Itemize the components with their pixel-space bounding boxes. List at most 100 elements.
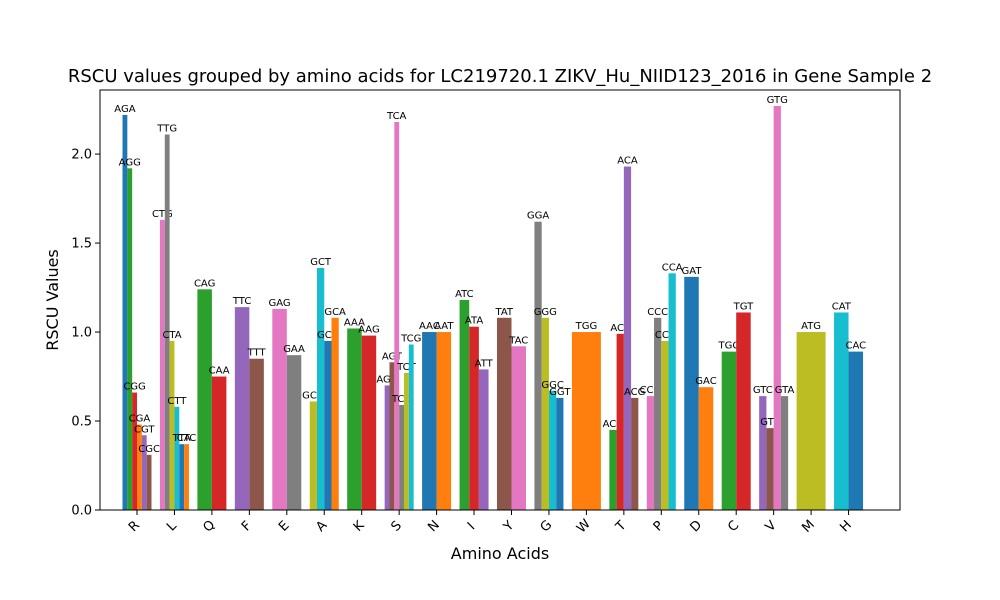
- bar-GGC: [548, 390, 557, 510]
- bar-ACC: [609, 429, 617, 510]
- bar-label-AAA: AAA: [344, 317, 365, 328]
- bar-label-GAC: GAC: [695, 376, 716, 387]
- bar-label-ATC: ATC: [455, 289, 474, 300]
- x-tick-label: L: [164, 518, 180, 534]
- bar-label-ATA: ATA: [465, 316, 483, 327]
- bar-label-GCA: GCA: [324, 307, 346, 318]
- bar-label-CCT: CCT: [655, 330, 676, 341]
- bar-ACA: [623, 166, 632, 510]
- bar-GAC: [698, 387, 714, 510]
- chart-title: RSCU values grouped by amino acids for L…: [68, 66, 932, 87]
- y-tick-label: 1.0: [71, 326, 92, 341]
- bar-CGA: [137, 424, 142, 510]
- bar-CGC: [146, 454, 152, 510]
- bar-TGG: [571, 332, 601, 510]
- x-tick-label: K: [351, 518, 368, 535]
- bar-GAA: [286, 355, 302, 510]
- bar-label-TCC: TCC: [391, 394, 412, 405]
- bar-label-TAT: TAT: [494, 307, 513, 318]
- y-tick-label: 2.0: [71, 148, 92, 163]
- bar-label-GTA: GTA: [775, 385, 795, 396]
- bar-label-CCC: CCC: [647, 307, 668, 318]
- bar-GCA: [331, 317, 339, 510]
- bar-label-GGT: GGT: [549, 387, 571, 398]
- bar-label-AAT: AAT: [434, 321, 454, 332]
- bar-label-ACT: ACT: [610, 323, 631, 334]
- bar-GGT: [556, 397, 564, 510]
- bar-TTT: [249, 358, 264, 510]
- bar-ACG: [631, 397, 639, 510]
- bar-GCT: [317, 267, 325, 510]
- bar-label-GTC: GTC: [753, 385, 773, 396]
- bar-AGG: [127, 168, 133, 510]
- bar-AGC: [384, 385, 390, 510]
- bar-label-ATT: ATT: [475, 358, 494, 369]
- bar-label-ACC: ACC: [603, 419, 624, 430]
- y-tick-label: 0.5: [71, 415, 92, 430]
- bar-GCC: [324, 340, 332, 510]
- bar-label-AAC: AAC: [419, 321, 440, 332]
- bar-label-GGG: GGG: [534, 307, 557, 318]
- bar-CTG: [159, 219, 165, 510]
- bar-label-GTT: GTT: [760, 417, 780, 428]
- bar-GGG: [541, 317, 549, 510]
- x-tick-label: I: [465, 520, 478, 533]
- bar-GCG: [309, 401, 317, 510]
- x-tick-label: T: [613, 518, 630, 535]
- bar-ATT: [478, 369, 489, 510]
- x-axis-label: Amino Acids: [451, 544, 549, 563]
- bar-CCA: [668, 273, 676, 510]
- x-tick-label: M: [799, 517, 818, 536]
- x-tick-label: P: [651, 518, 667, 534]
- x-tick-label: E: [276, 518, 292, 534]
- bar-label-GCT: GCT: [310, 257, 332, 268]
- bar-label-CTA: CTA: [162, 330, 181, 341]
- bar-label-CGA: CGA: [129, 414, 151, 425]
- bar-label-AGT: AGT: [382, 351, 403, 362]
- bar-label-TTT: TTT: [247, 348, 267, 359]
- plot-area: 0.00.51.01.52.0AGAAGGCGGCGACGTCGCRCTGTTG…: [71, 95, 866, 536]
- bar-CAA: [211, 376, 227, 510]
- bar-AAG: [361, 335, 377, 510]
- bar-label-CCA: CCA: [662, 262, 683, 273]
- y-tick-label: 0.0: [71, 504, 92, 519]
- bar-label-CGC: CGC: [138, 444, 160, 455]
- bar-label-AAG: AAG: [358, 325, 380, 336]
- bar-CGT: [141, 435, 147, 510]
- bar-CCG: [646, 396, 655, 510]
- bar-TGC: [721, 351, 737, 510]
- bar-CAT: [834, 312, 849, 510]
- bar-label-TGG: TGG: [575, 321, 598, 332]
- x-tick-label: N: [425, 518, 442, 535]
- bar-label-ACG: ACG: [624, 387, 645, 398]
- bar-label-GCG: GCG: [302, 390, 324, 401]
- bar-CTT: [174, 406, 180, 510]
- bar-label-TTG: TTG: [156, 123, 177, 134]
- x-tick-label: C: [725, 518, 742, 535]
- bar-GTC: [759, 396, 767, 510]
- bar-label-GAA: GAA: [283, 344, 305, 355]
- bar-label-GTG: GTG: [767, 95, 788, 106]
- x-tick-label: W: [574, 517, 594, 537]
- bar-CGG: [132, 392, 137, 510]
- bar-TCC: [399, 405, 404, 510]
- bar-label-GAG: GAG: [268, 298, 290, 309]
- bar-AAT: [436, 332, 452, 510]
- bar-GAT: [684, 276, 699, 510]
- bar-TAT: [497, 317, 512, 510]
- bar-CTA: [169, 340, 175, 510]
- bar-AGA: [122, 114, 128, 510]
- bar-GGA: [534, 221, 542, 510]
- bar-label-CTT: CTT: [167, 396, 187, 407]
- x-tick-label: D: [687, 518, 705, 536]
- bar-label-CAA: CAA: [209, 366, 230, 377]
- x-tick-label: G: [538, 518, 556, 536]
- bar-label-TGC: TGC: [718, 341, 740, 352]
- bar-CAG: [197, 289, 212, 510]
- bar-label-TAC: TAC: [508, 335, 528, 346]
- y-axis-label: RSCU Values: [43, 249, 62, 351]
- x-tick-label: A: [313, 518, 330, 535]
- bar-TTG: [164, 134, 170, 511]
- bar-TTA: [179, 444, 185, 510]
